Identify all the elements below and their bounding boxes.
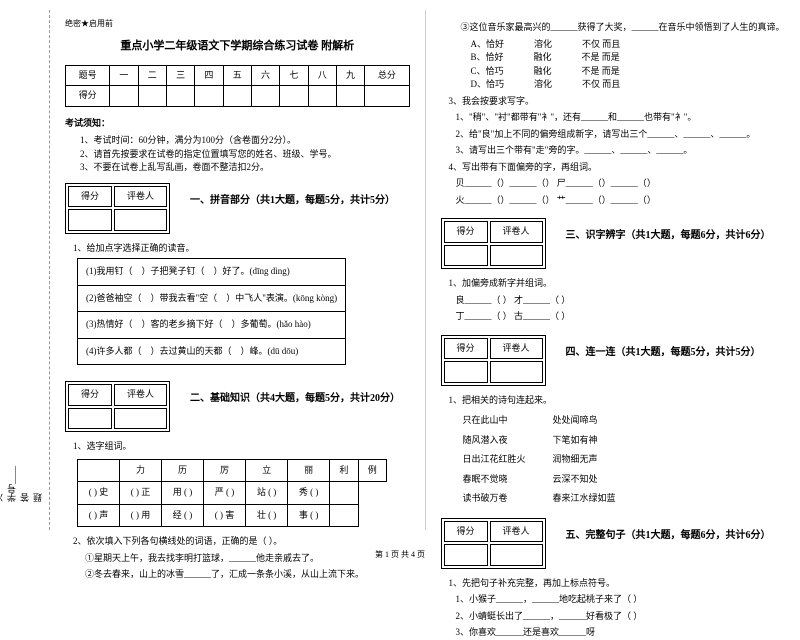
th: 七 [280,65,308,86]
section4-title: 四、连一连（共1大题，每题5分，共计5分） [566,345,761,360]
th: 总分 [365,65,409,86]
notice-item: 3、不要在试卷上乱写乱画，卷面不整洁扣2分。 [80,161,410,175]
grader-box: 得分评卷人 [65,183,170,234]
sidebar-label: 题 [31,38,44,502]
match-table: 只在此山中处处闻啼鸟 随风潜入夜下笔如有神 日出江花红胜火润物细无声 春眠不觉晓… [461,410,643,510]
q1-prompt: 1、给加点字选择正确的读音。 [73,242,410,256]
binding-sidebar: 题 答 学号____ 准 姓名____ 不 班级____ 内 学校____ 线 … [0,10,50,530]
q3-line: 2、给"良"加上不同的偏旁组成新字，请写出三个______、______、___… [456,128,786,142]
exam-title: 重点小学二年级语文下学期综合练习试卷 附解析 [65,38,410,55]
q4-line: 火______（）______（） 艹______（）______（） [456,194,786,208]
th: 五 [223,65,251,86]
q2-1: 1、选字组词。 [73,440,410,454]
s3-line: 丁______（ ） 古______（ ） [456,310,786,324]
section2-title: 二、基础知识（共4大题，每题5分，共计20分） [190,391,400,406]
th: 题号 [66,65,110,86]
notice-list: 1、考试时间：60分钟，满分为100分（含卷面分2分）。 2、请首先按要求在试卷… [65,134,410,175]
q3-line: 1、"稍"、"衬"都带有"衤"，还有______和______也带有"衤"。 [456,111,786,125]
th: 九 [336,65,364,86]
s5-line: 3、你喜欢______还是喜欢______呀 [456,626,786,640]
q2-2: 2、依次填入下列各句横线处的词语，正确的是（ ）。 [73,535,410,549]
q3-line: 3、请写出三个带有"走"旁的字。______、______、______。 [456,144,786,158]
grader-box: 得分评卷人 [441,518,546,569]
th: 六 [251,65,279,86]
th: 三 [166,65,194,86]
q3: 3、我会按要求写字。 [449,95,786,109]
q4-line: 贝______（）______（） 尸______（）______（） [456,177,786,191]
right-column: ③这位音乐家最高兴的______获得了大奖，______在音乐中领悟到了人生的真… [426,10,800,530]
s3-line: 良______（ ） 才______（ ） [456,294,786,308]
td: 得分 [66,86,110,107]
option-row: C、恰巧融化不是 而是 [471,65,786,79]
grader-box: 得分评卷人 [441,335,546,386]
score-summary-table: 题号 一 二 三 四 五 六 七 八 九 总分 得分 [65,65,410,107]
s4-q: 1、把相关的诗句连起来。 [449,394,786,408]
word-select-table: 力 历 厉 立 丽 利 例 ( ) 史 ( ) 正 用 ( ) 严 ( ) 站 … [77,459,387,528]
grader-box: 得分评卷人 [65,381,170,432]
section5-title: 五、完整句子（共1大题，每题6分，共计6分） [566,528,771,543]
section3-title: 三、识字辨字（共1大题，每题6分，共计6分） [566,228,771,243]
notice-heading: 考试须知： [65,117,410,131]
page-footer: 第 1 页 共 4 页 [0,549,800,560]
sidebar-label: 答 [18,38,31,502]
notice-item: 2、请首先按要求在试卷的指定位置填写您的姓名、班级、学号。 [80,148,410,162]
s5-line: 2、小蜻蜓长出了______，______好看极了（ ） [456,610,786,624]
th: 八 [308,65,336,86]
sidebar-label: 准 [0,38,5,502]
th: 一 [110,65,138,86]
q2-line3: ③这位音乐家最高兴的______获得了大奖，______在音乐中领悟到了人生的真… [461,21,786,35]
left-column: 绝密★启用前 重点小学二年级语文下学期综合练习试卷 附解析 题号 一 二 三 四… [50,10,426,530]
section1-title: 一、拼音部分（共1大题，每题5分，共计5分） [190,193,395,208]
s3-q: 1、加偏旁成新字并组词。 [449,277,786,291]
q4: 4、写出带有下面偏旁的字，再组词。 [449,161,786,175]
confidential-label: 绝密★启用前 [65,18,410,30]
option-row: B、恰好融化不是 而是 [471,51,786,65]
sidebar-label: 学号____ [5,38,18,502]
notice-item: 1、考试时间：60分钟，满分为100分（含卷面分2分）。 [80,134,410,148]
th: 四 [195,65,223,86]
option-row: D、恰巧溶化不仅 而且 [471,78,786,92]
option-row: A、恰好溶化不仅 而且 [471,38,786,52]
s5-line: 1、小猴子______，______地吃起桃子来了（ ） [456,593,786,607]
pinyin-table: (1)我用钉（ ）子把凳子钉（ ）好了。(dīng dìng) (2)爸爸袖空（… [77,258,346,365]
s5-q: 1、先把句子补充完整，再加上标点符号。 [449,577,786,591]
q2-line: ②冬去春来，山上的冰雪______了，汇成一条条小溪，从山上流下来。 [85,568,410,582]
grader-box: 得分评卷人 [441,218,546,269]
th: 二 [138,65,166,86]
